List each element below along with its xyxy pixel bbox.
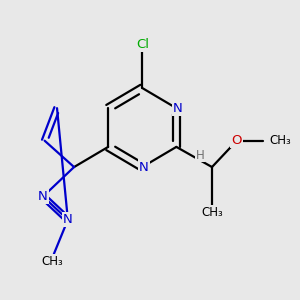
Text: O: O bbox=[232, 134, 242, 147]
Text: CH₃: CH₃ bbox=[269, 134, 291, 147]
Text: N: N bbox=[139, 160, 149, 173]
Text: CH₃: CH₃ bbox=[201, 206, 223, 219]
Text: N: N bbox=[63, 213, 73, 226]
Text: N: N bbox=[173, 102, 183, 115]
Text: Cl: Cl bbox=[136, 38, 149, 51]
Text: CH₃: CH₃ bbox=[41, 255, 63, 268]
Text: N: N bbox=[38, 190, 48, 203]
Text: H: H bbox=[196, 149, 205, 162]
